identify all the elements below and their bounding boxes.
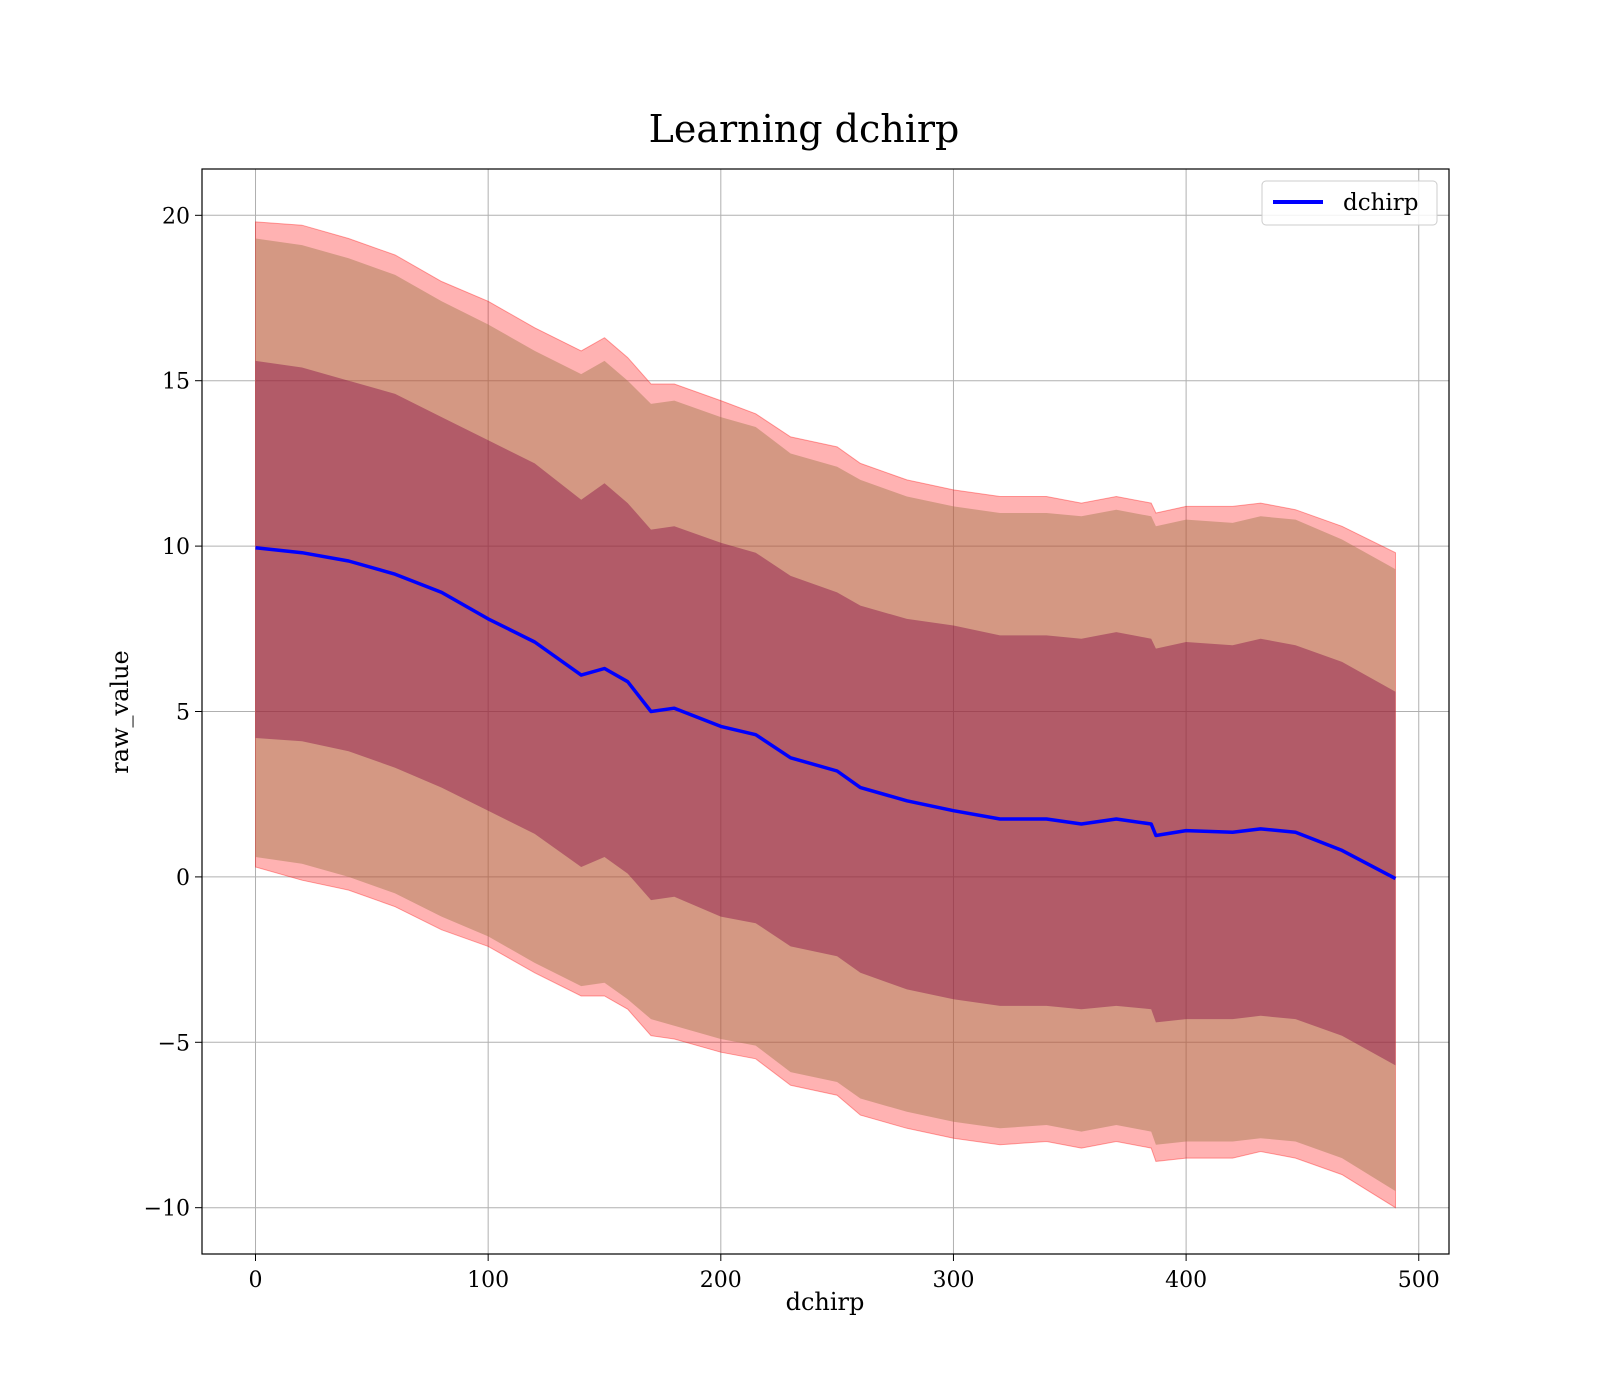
- x-ticks: 0 100 200 300 400 500: [249, 1254, 1440, 1293]
- x-tick-label: 300: [932, 1268, 974, 1293]
- y-tick-label: 0: [176, 866, 190, 891]
- legend: dchirp: [1261, 180, 1438, 226]
- inner-band: [255, 360, 1396, 1066]
- series-lines: [255, 546, 1397, 881]
- x-tick-label: 500: [1398, 1268, 1440, 1293]
- y-tick-label: 20: [162, 204, 190, 229]
- legend-label-dchirp: dchirp: [1343, 190, 1419, 216]
- x-tick-label: 100: [467, 1268, 509, 1293]
- chart-title: Learning dchirp: [649, 107, 960, 151]
- grid: [202, 169, 1449, 1254]
- x-tick-label: 200: [700, 1268, 742, 1293]
- legend-box: [1261, 180, 1438, 226]
- x-axis-label: dchirp: [786, 1288, 865, 1316]
- series-line-dchirp: [255, 546, 1397, 881]
- x-tick-label: 400: [1165, 1268, 1207, 1293]
- y-tick-label: −10: [144, 1197, 190, 1222]
- y-ticks: −10 −5 0 5 10 15 20: [144, 204, 202, 1222]
- y-tick-label: 5: [176, 701, 190, 726]
- x-tick-label: 0: [249, 1268, 263, 1293]
- mid-band: [255, 238, 1396, 1192]
- y-tick-label: −5: [158, 1031, 190, 1056]
- outer-band: [255, 221, 1396, 1209]
- y-axis-label: raw_value: [106, 650, 134, 774]
- y-tick-label: 15: [162, 370, 190, 395]
- y-tick-label: 10: [162, 535, 190, 560]
- bands: [255, 221, 1396, 1209]
